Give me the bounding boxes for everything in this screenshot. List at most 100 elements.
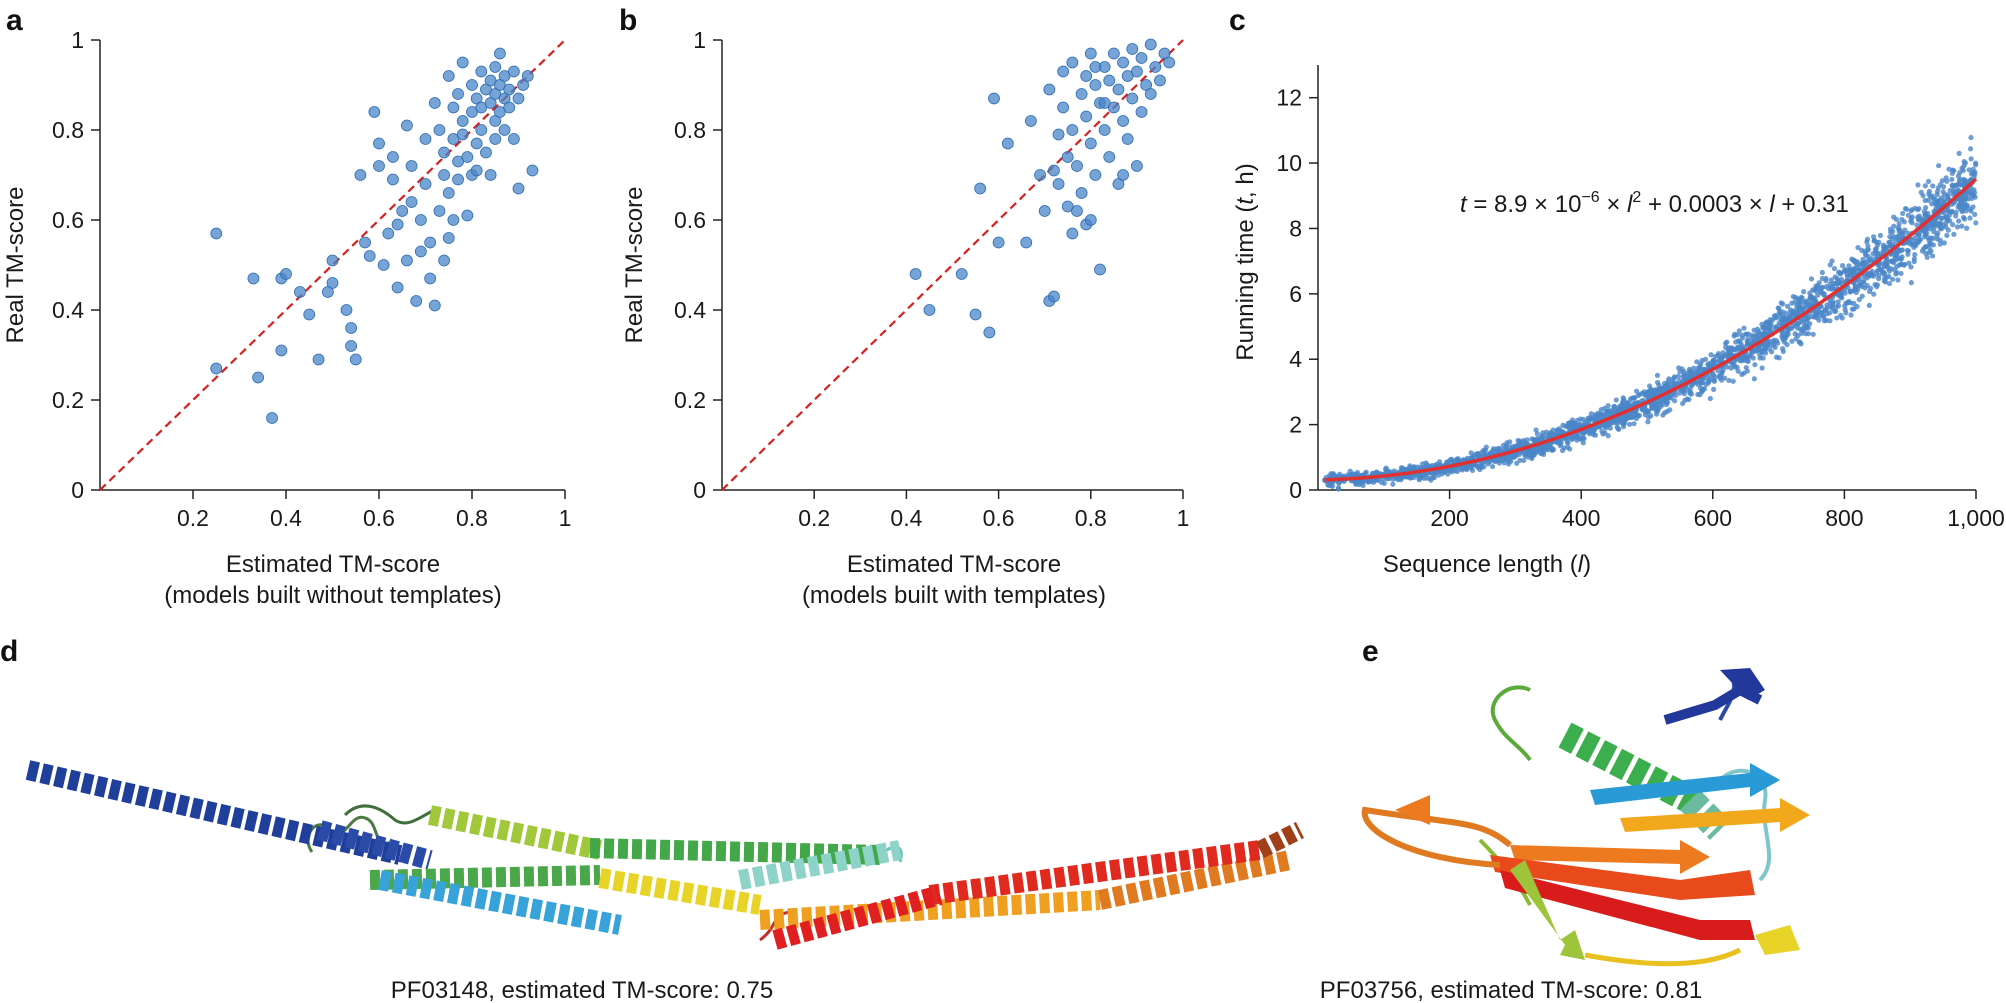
panel-c-point	[1810, 287, 1816, 293]
panel-b-point	[974, 182, 987, 195]
panel-c-point	[1755, 345, 1762, 351]
panel-a-point	[512, 182, 525, 195]
panel-b-point	[1112, 83, 1125, 96]
panel-b-point	[1075, 88, 1088, 100]
panel-c-point	[1718, 355, 1724, 362]
panel-c-point	[1506, 461, 1512, 467]
panel-c-y-tick-label: 4	[1289, 346, 1302, 372]
panel-c-point	[1694, 359, 1700, 365]
panel-c-point	[1569, 436, 1575, 443]
panel-c-point	[1741, 325, 1747, 331]
panel-c-point	[1734, 364, 1740, 370]
panel-a-x-tick-label: 0.2	[177, 505, 209, 531]
panel-c-point	[1780, 309, 1786, 315]
panel-b-point	[1089, 79, 1102, 91]
panel-c-point	[1735, 344, 1741, 350]
panel-c-point	[1790, 323, 1796, 329]
panel-c-point	[1824, 302, 1830, 308]
panel-b-point	[1154, 74, 1166, 87]
panel-c-point	[1796, 339, 1802, 345]
panel-c-point	[1764, 326, 1770, 332]
panel-c-point	[1718, 373, 1724, 379]
panel-c-fit-curve	[1324, 177, 1978, 482]
panel-c-point	[1521, 457, 1527, 463]
panel-b-point	[955, 268, 968, 280]
panel-b-point	[1131, 65, 1143, 78]
panel-a-x-tick-label: 0.6	[363, 505, 395, 531]
panel-c-point	[1615, 418, 1622, 424]
panel-c-point	[1764, 319, 1770, 325]
panel-c-point	[1759, 321, 1765, 327]
panel-b-xlabel-sub: (models built with templates)	[802, 582, 1106, 609]
panel-c-point	[1851, 257, 1857, 264]
panel-a: a 0.2 0.4 0.6 0.8 1 0 0.2 0.4 0.6 0.8 1 Estimated …	[2, 4, 571, 609]
panel-c-point	[1922, 183, 1928, 189]
panel-c-point	[1886, 273, 1892, 279]
panel-b-point	[1066, 227, 1079, 240]
panel-c-point	[1801, 289, 1807, 295]
panel-c-point	[1871, 237, 1878, 244]
panel-a-point	[433, 124, 446, 136]
panel-c-point	[1962, 160, 1968, 166]
panel-c-point	[1651, 404, 1658, 411]
panel-b-point	[1048, 164, 1060, 177]
panel-c-point	[1515, 441, 1522, 448]
panel-d-caption: PF03148, estimated TM-score: 0.75	[391, 977, 773, 1003]
panel-c-point	[1937, 221, 1943, 227]
panel-a-point	[452, 173, 464, 186]
panel-b-y-tick-label: 0	[693, 477, 706, 503]
panel-b-axes: 0.2 0.4 0.6 0.8 1 0 0.2 0.4 0.6 0.8 1	[674, 27, 1189, 531]
panel-c-point	[1930, 253, 1936, 259]
panel-a-point	[345, 322, 358, 334]
panel-c-point	[1741, 370, 1747, 376]
panel-c-point	[1973, 160, 1979, 166]
panel-c-point	[1829, 305, 1835, 311]
panel-a-point	[400, 119, 413, 132]
panel-a-point	[507, 65, 520, 78]
panel-b-x-tick-label: 1	[1177, 505, 1190, 531]
panel-c-point	[1675, 373, 1681, 379]
panel-a-point	[247, 272, 260, 285]
panel-c-point	[1960, 167, 1966, 174]
panel-c-point	[1815, 285, 1821, 291]
panel-c-point	[1896, 229, 1902, 235]
panel-c-point	[1838, 291, 1844, 297]
panel-c-point	[1893, 216, 1900, 222]
panel-c-point	[1631, 421, 1637, 427]
panel-b-x-tick-label: 0.2	[798, 505, 830, 531]
panel-a-xlabel-sub: (models built without templates)	[164, 582, 501, 609]
panel-b-point	[1080, 70, 1093, 82]
panel-c-point	[1703, 381, 1709, 387]
panel-b-point	[1057, 65, 1070, 78]
panel-c-point	[1908, 208, 1914, 214]
panel-c-point	[1698, 380, 1704, 386]
panel-c-point	[1959, 223, 1965, 229]
panel-b-point	[1098, 124, 1111, 136]
panel-a-point	[452, 88, 464, 100]
panel-c-point	[1598, 406, 1604, 413]
panel-c-point	[1935, 185, 1941, 191]
panel-c-point	[1662, 410, 1668, 416]
panel-c-point	[1472, 451, 1479, 458]
panel-a-point	[396, 205, 409, 217]
panel-b-y-tick-label: 0.4	[674, 297, 706, 323]
panel-c-point	[1886, 280, 1893, 287]
panel-c-xlabel: Sequence length (l)	[1383, 551, 1591, 578]
panel-a-point	[391, 218, 404, 231]
panel-c-point	[1879, 270, 1886, 276]
panel-c-point	[1857, 282, 1863, 288]
panel-c-point	[1620, 414, 1626, 421]
panel-c-point	[1780, 348, 1786, 355]
panel-c-point	[1859, 293, 1865, 299]
panel-c-point	[1853, 289, 1859, 296]
panel-c-point	[1789, 338, 1795, 344]
panel-c-point	[1708, 352, 1714, 358]
panel-c-point	[1688, 382, 1695, 388]
panel-b-point	[1131, 160, 1143, 172]
panel-c-point	[1860, 278, 1867, 285]
panel-a-point	[368, 106, 381, 118]
panel-c-point	[1776, 305, 1782, 312]
panel-a-y-tick-label: 1	[71, 27, 84, 53]
panel-b-point	[1024, 115, 1037, 127]
panel-c-point	[1729, 345, 1735, 351]
